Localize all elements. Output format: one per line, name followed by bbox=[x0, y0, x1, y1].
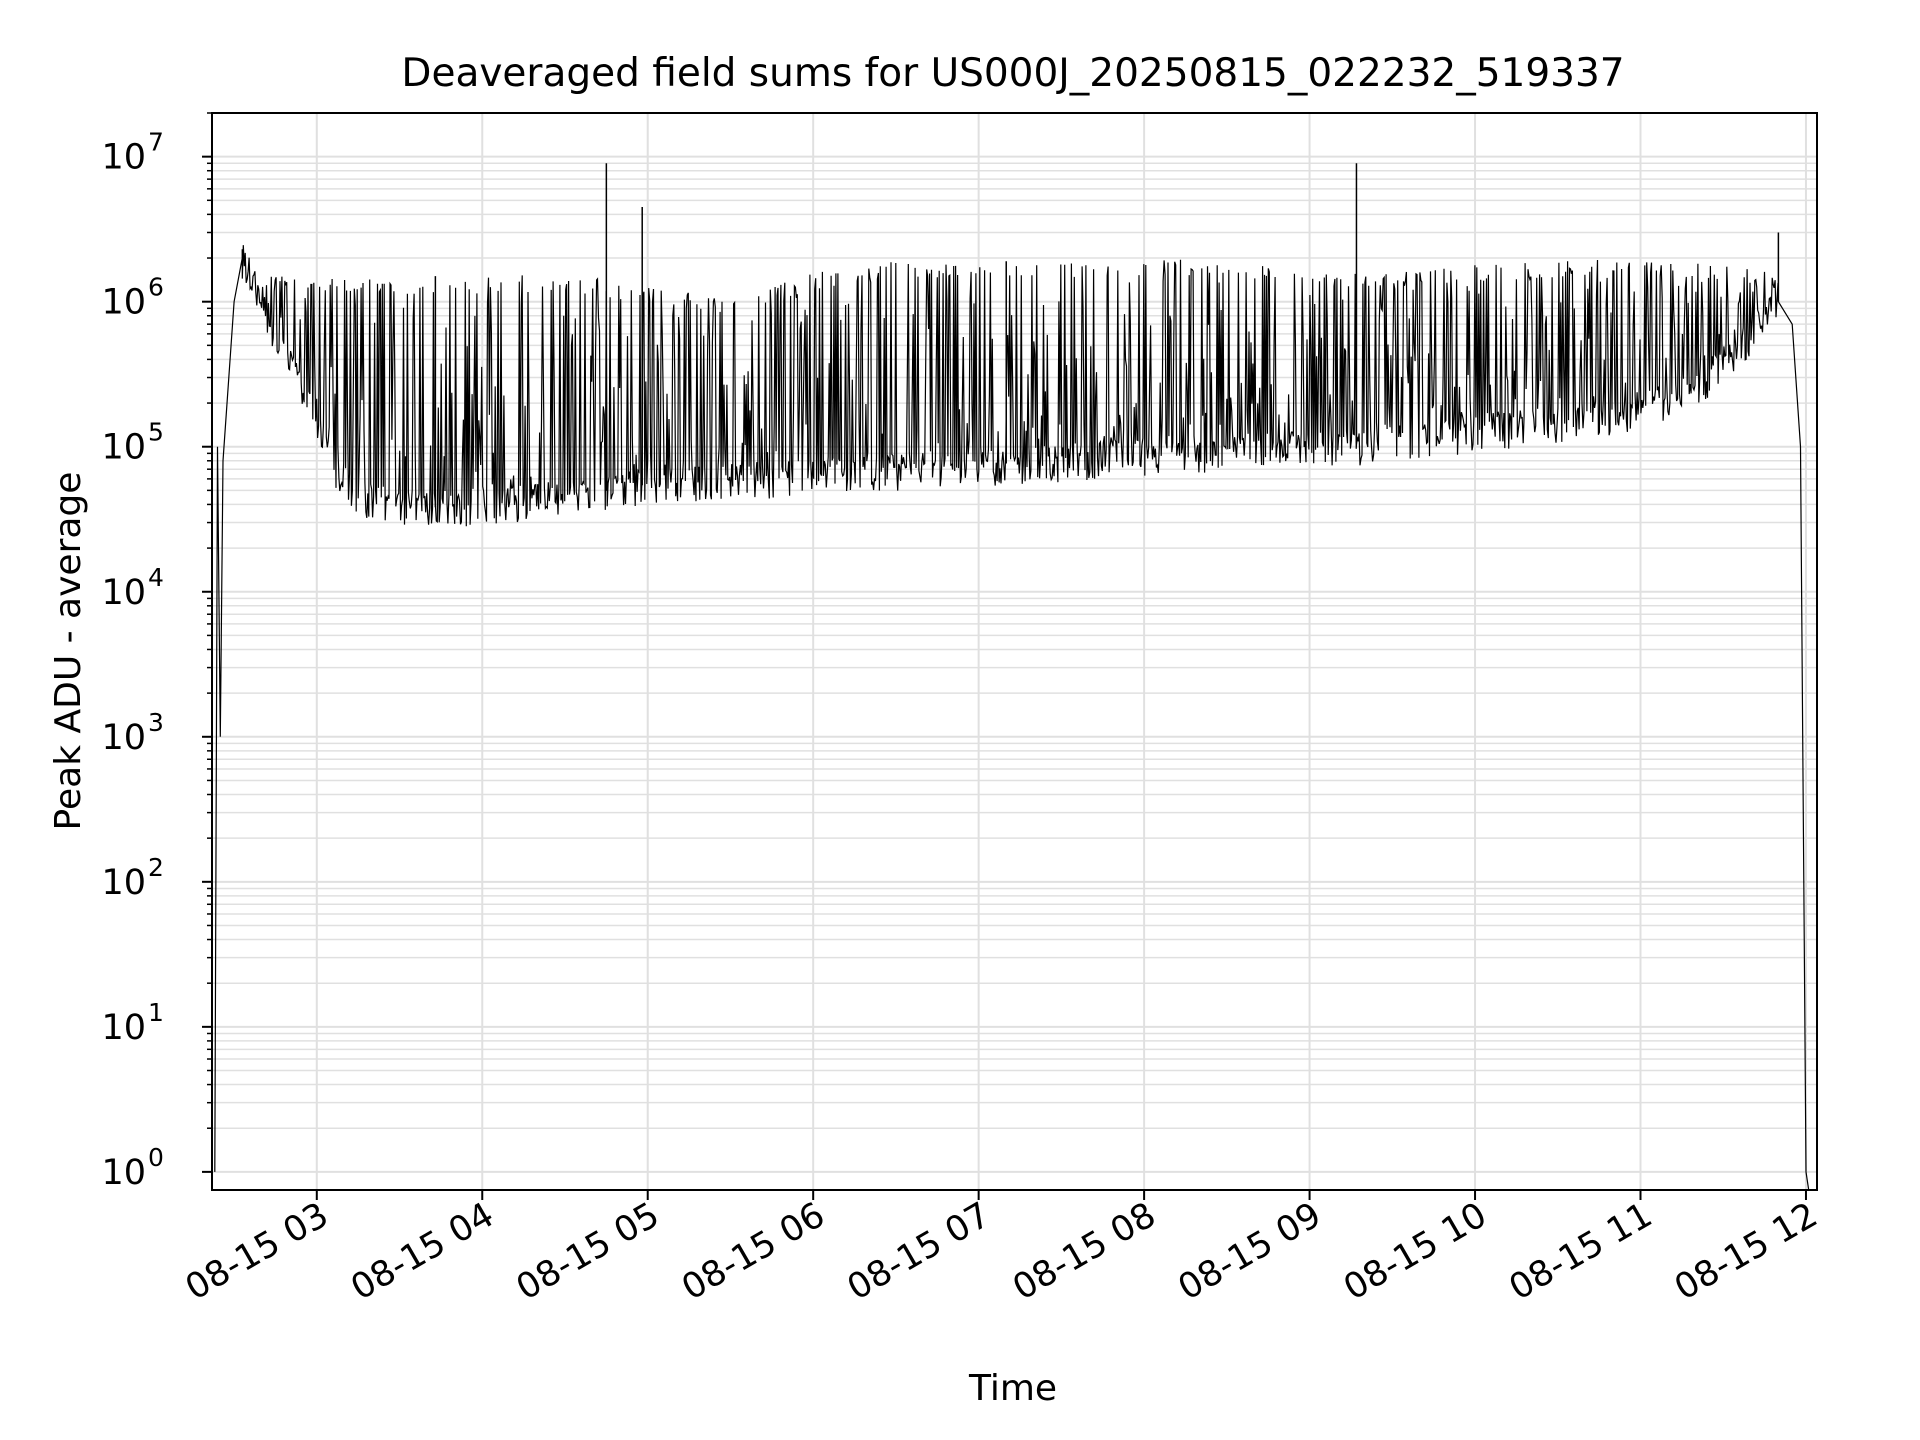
y-tick-exponent: 6 bbox=[148, 273, 164, 302]
y-tick-label: 10 bbox=[101, 428, 146, 468]
y-tick-label: 10 bbox=[101, 1008, 146, 1048]
axes-frame bbox=[211, 112, 1818, 1191]
chart-title: Deaveraged field sums for US000J_2025081… bbox=[401, 51, 1624, 96]
y-tick-label: 10 bbox=[101, 863, 146, 903]
y-tick-exponent: 3 bbox=[148, 708, 164, 737]
y-tick-label: 10 bbox=[101, 138, 146, 178]
y-tick-label: 10 bbox=[101, 718, 146, 758]
y-tick-exponent: 1 bbox=[148, 998, 164, 1027]
y-tick-label: 10 bbox=[101, 283, 146, 323]
y-tick-exponent: 0 bbox=[148, 1143, 164, 1172]
y-tick-label: 10 bbox=[101, 1153, 146, 1193]
y-tick-exponent: 5 bbox=[148, 418, 164, 447]
series-line bbox=[214, 245, 1810, 1191]
plot-area bbox=[214, 163, 1810, 1191]
x-axis-label: Time bbox=[968, 1368, 1057, 1409]
y-tick-exponent: 2 bbox=[148, 853, 164, 882]
y-axis-label: Peak ADU - average bbox=[48, 472, 89, 831]
grid-lines bbox=[212, 112, 1817, 1190]
y-tick-exponent: 7 bbox=[148, 128, 164, 157]
y-tick-label: 10 bbox=[101, 573, 146, 613]
y-tick-exponent: 4 bbox=[148, 563, 164, 592]
